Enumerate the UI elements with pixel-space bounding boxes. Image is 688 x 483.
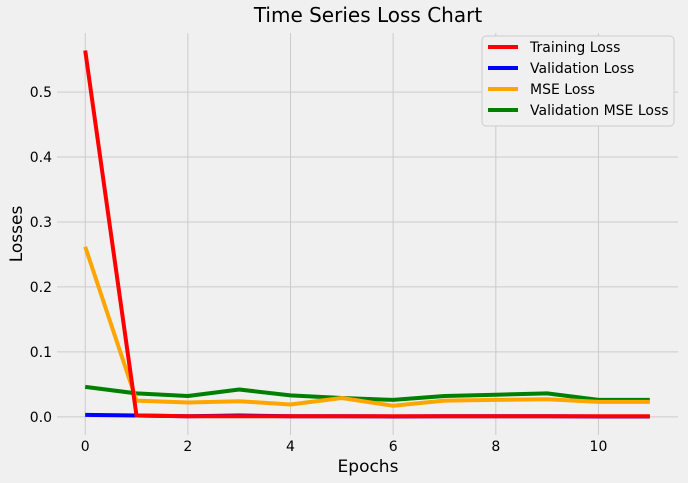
y-tick-label: 0.3	[30, 215, 52, 231]
x-tick-label: 4	[286, 439, 295, 455]
legend-entry-label: Validation Loss	[530, 61, 634, 77]
x-tick-label: 8	[491, 439, 500, 455]
y-tick-label: 0.1	[30, 345, 52, 361]
grid	[57, 33, 678, 435]
x-tick-label: 0	[81, 439, 90, 455]
legend: Training Loss Validation Loss MSE Loss Vali…	[481, 35, 675, 127]
series-line-2	[83, 246, 650, 408]
x-tick-label: 10	[590, 439, 608, 455]
x-tick-label: 6	[389, 439, 398, 455]
series-line-0	[83, 50, 650, 419]
y-tick-label: 0.0	[30, 410, 52, 426]
chart-title: Time Series Loss Chart	[253, 3, 483, 27]
series-line-3	[84, 384, 650, 402]
y-tick-label: 0.2	[30, 280, 52, 296]
x-axis-label: Epochs	[338, 457, 399, 477]
y-tick-label: 0.4	[30, 150, 52, 166]
series-lines	[83, 50, 650, 419]
y-tick-label: 0.5	[30, 85, 52, 101]
y-axis-label: Losses	[7, 206, 27, 263]
legend-entry-label: MSE Loss	[530, 82, 595, 98]
tick-labels: 0 2 4 6 8 10 0.0 0.1 0.2 0.3 0.4 0.5	[30, 85, 608, 455]
legend-box	[481, 35, 675, 127]
legend-entry-label: Validation MSE Loss	[530, 103, 669, 119]
x-tick-label: 2	[183, 439, 192, 455]
legend-entry-label: Training Loss	[529, 40, 620, 56]
